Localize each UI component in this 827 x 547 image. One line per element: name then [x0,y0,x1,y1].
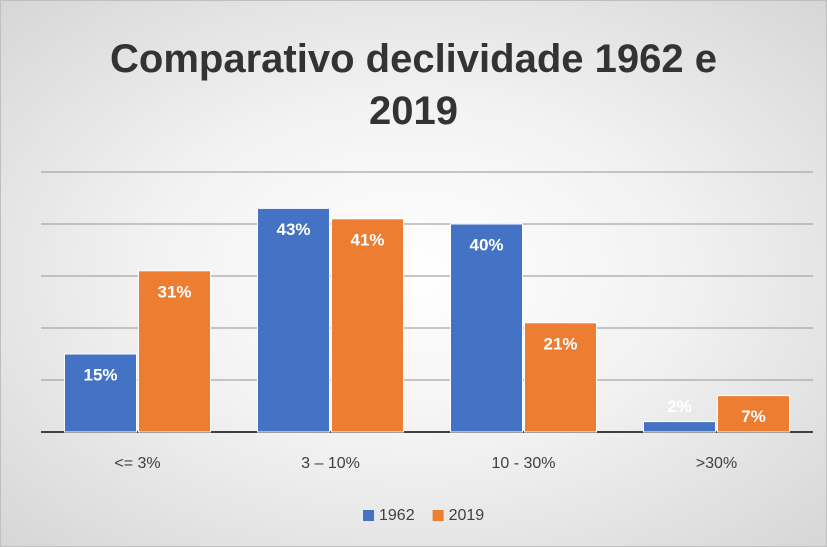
x-tick-label: 10 - 30% [491,455,555,472]
bar [717,395,790,433]
bar [331,218,404,433]
x-tick-label: <= 3% [114,455,160,472]
data-label: 21% [543,334,577,353]
data-label: 41% [350,230,384,249]
bar [643,421,716,433]
data-label: 40% [469,235,503,254]
legend-label: 1962 [379,507,415,524]
legend-label: 2019 [449,507,485,524]
data-label: 15% [83,365,117,384]
bar [257,207,330,433]
bar [524,322,597,433]
data-label: 31% [157,282,191,301]
data-label: 7% [741,407,766,426]
data-label: 43% [276,220,310,239]
x-tick-label: 3 – 10% [301,455,360,472]
legend-swatch [363,510,374,521]
bar [64,353,137,433]
chart-title: Comparativo declividade 1962 e 2019 [110,37,717,133]
bar [450,223,523,433]
legend-swatch [432,510,444,521]
x-tick-label: >30% [696,455,737,472]
data-label: 2% [667,397,692,416]
bar [138,270,211,433]
